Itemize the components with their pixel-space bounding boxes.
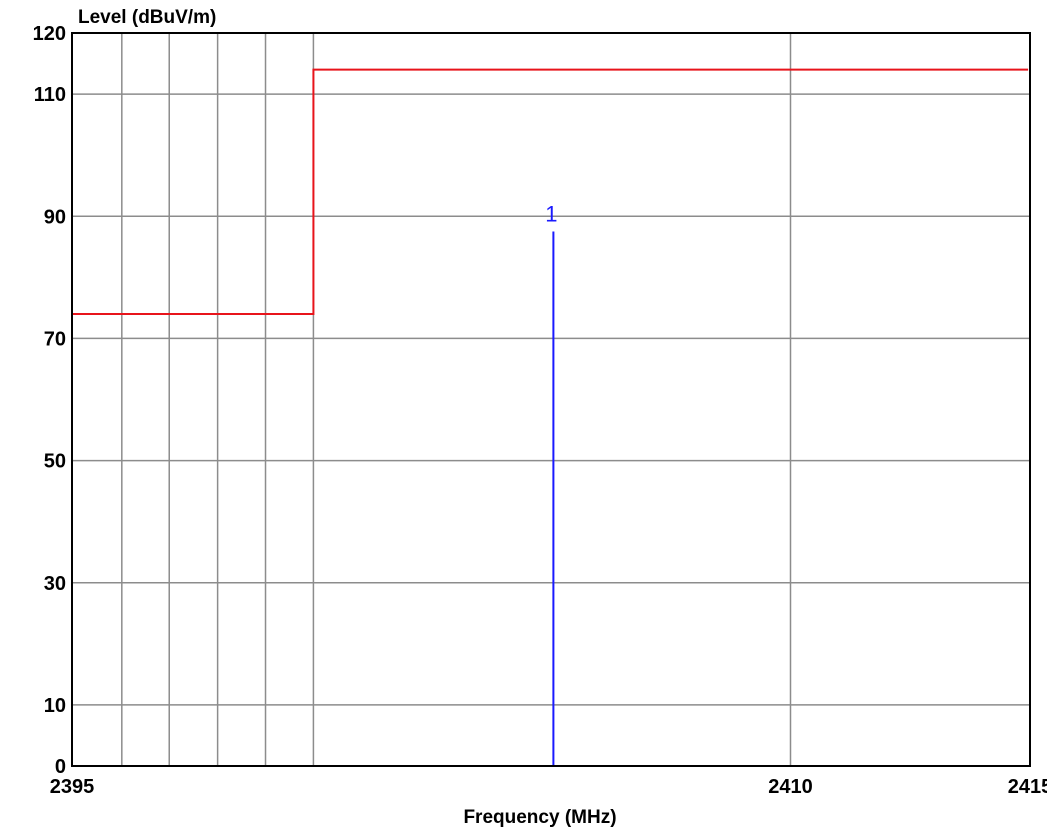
y-tick-label-30: 30 bbox=[44, 573, 66, 595]
x-tick-label-2415: 2415 bbox=[1008, 776, 1047, 798]
tick-labels: 0 10 30 50 70 90 110 120 2395 2410 2415 bbox=[33, 23, 1047, 798]
x-axis-title: Frequency (MHz) bbox=[463, 807, 616, 828]
y-tick-label-120: 120 bbox=[33, 23, 66, 45]
marker-layer: 1 bbox=[545, 202, 558, 766]
y-tick-label-90: 90 bbox=[44, 206, 66, 228]
y-tick-label-70: 70 bbox=[44, 328, 66, 350]
plot-frame bbox=[71, 32, 1031, 767]
y-tick-label-10: 10 bbox=[44, 695, 66, 717]
y-tick-label-0: 0 bbox=[55, 756, 66, 778]
series-layer bbox=[72, 68, 1029, 315]
marker-label-1: 1 bbox=[545, 202, 557, 227]
x-tick-label-2395: 2395 bbox=[50, 776, 95, 798]
series-line-0 bbox=[72, 68, 1029, 315]
y-axis-title: Level (dBuV/m) bbox=[78, 7, 216, 28]
x-tick-label-2410: 2410 bbox=[768, 776, 813, 798]
y-tick-label-110: 110 bbox=[34, 84, 66, 106]
grid bbox=[71, 33, 1031, 766]
y-tick-label-50: 50 bbox=[44, 451, 66, 473]
